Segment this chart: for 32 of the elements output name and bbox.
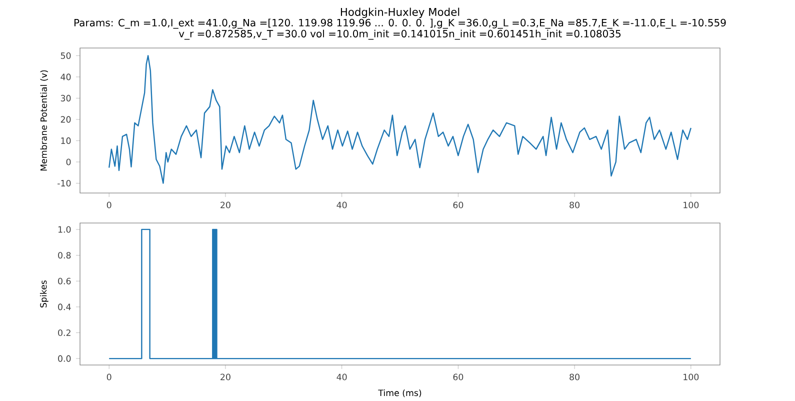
text: v_r =0.872585,v_T =30.0 vol =10.0m_init =0.141015n_init =0.601451h_init =0.108035 [178,30,620,40]
x-tick-label: 20 [220,374,230,380]
x-tick-label: 60 [453,202,464,208]
y-tick-label: 0.6 [58,278,71,284]
chart-title: Hodgkin-Huxley Model [340,8,460,18]
x-tick-label: 0 [106,202,112,208]
y-tick-label: 0.0 [58,355,71,362]
x-tick-label: 20 [220,202,230,208]
y-tick-label: 50 [60,52,71,59]
y-tick-label: 20 [60,116,71,123]
x-tick-label: 0 [106,374,112,380]
y-tick-label: 0.4 [58,304,71,310]
y-axis-title: Spikes [40,280,48,308]
y-tick-label: 0 [66,158,71,166]
x-tick-label: 60 [453,374,464,380]
y-tick-label: 30 [60,94,71,102]
chart-subtitle: Params: C_m =1.0,I_ext =41.0,g_Na =[120. 119.98 119.96 ... 0. 0. 0. ],g_K =36.0,g_L =0.3,E_Na =85.7,E_K =-11.0,E_L =-10.559 [74,18,726,29]
x-tick-label: 100 [684,374,699,380]
y-tick-label: -10 [58,180,71,186]
y-tick-label: 40 [60,74,71,80]
line-series [108,55,692,184]
x-tick-label: 80 [570,374,580,380]
y-axis-title: Membrane Potential (v) [40,70,48,171]
x-tick-label: 100 [684,202,699,208]
x-tick-label: 80 [570,202,580,208]
y-tick-label: 10 [61,137,71,144]
x-axis-title: Time (ms) [378,389,422,398]
y-tick-label: 0.2 [58,329,70,336]
x-tick-label: 40 [336,202,347,208]
y-tick-label: 0.8 [58,252,71,259]
x-tick-label: 40 [336,374,347,380]
y-tick-label: 1.0 [58,226,71,233]
